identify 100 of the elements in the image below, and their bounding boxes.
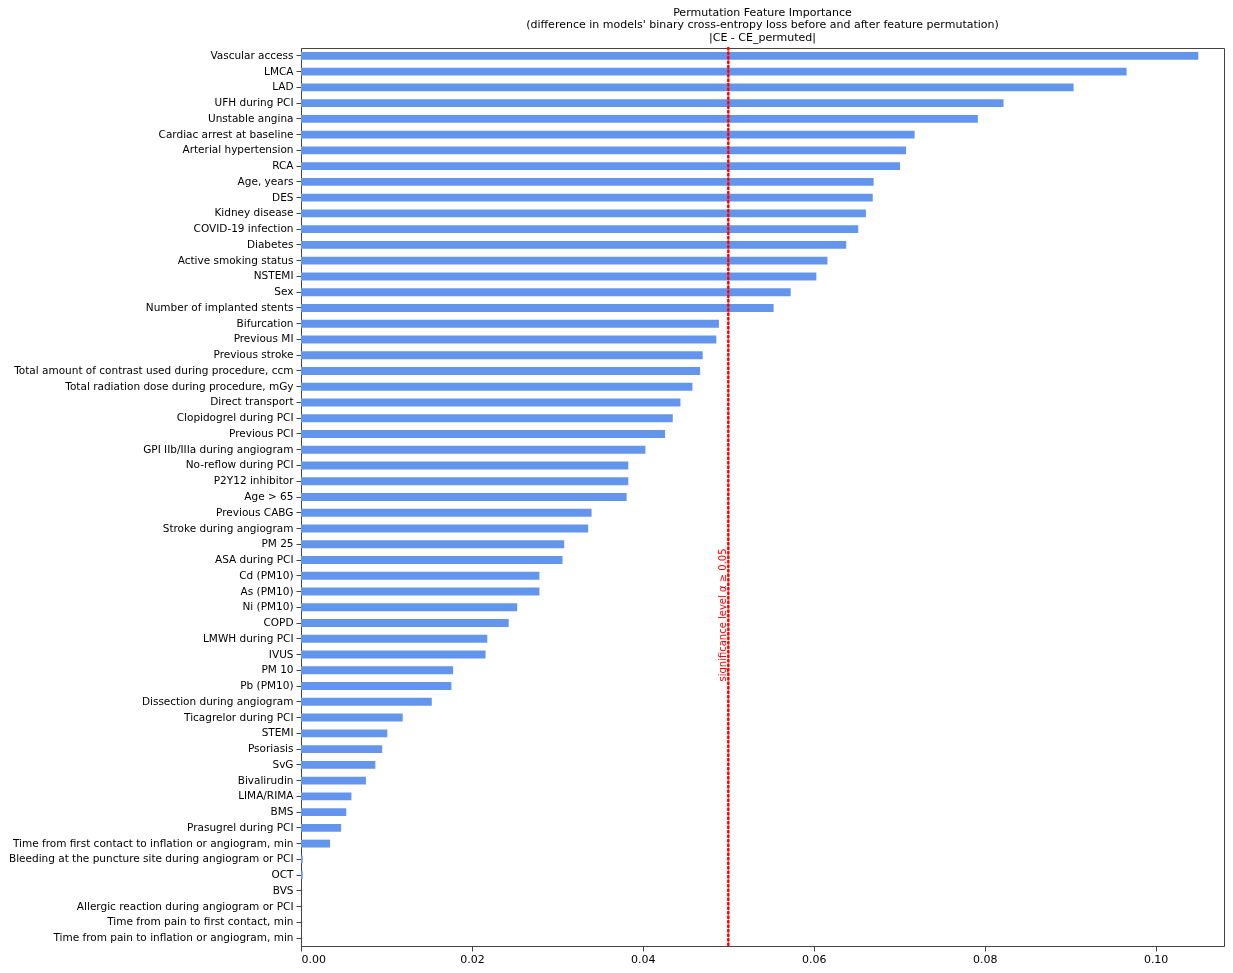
y-tick-label: LAD — [272, 80, 294, 93]
bar — [301, 162, 901, 171]
y-tick-label: Prasugrel during PCI — [187, 820, 294, 833]
bar — [301, 713, 403, 722]
y-tick-label: Cardiac arrest at baseline — [158, 127, 294, 140]
bar — [301, 839, 331, 848]
y-tick-label: Stroke during angiogram — [162, 521, 294, 534]
bar — [301, 477, 629, 486]
y-tick-label: Dissection during angiogram — [141, 694, 294, 707]
y-tick-label: No-reflow during PCI — [185, 458, 294, 471]
y-tick-label: GPI IIb/IIIa during angiogram — [143, 442, 294, 455]
y-tick-label: NSTEMI — [253, 269, 294, 282]
y-tick-label: ASA during PCI — [214, 553, 294, 566]
y-tick-label: Unstable angina — [207, 111, 294, 124]
y-tick-label: COPD — [263, 616, 294, 629]
y-tick-label: BMS — [270, 805, 294, 818]
bar — [301, 571, 540, 580]
y-tick-label: Cd (PM10) — [239, 568, 294, 581]
bar — [301, 760, 376, 769]
y-tick-label: BVS — [272, 883, 294, 896]
bar — [301, 745, 383, 754]
y-tick-label: Previous CABG — [216, 505, 294, 518]
y-tick-label: Previous MI — [233, 332, 294, 345]
y-tick-label: LIMA/RIMA — [238, 789, 295, 802]
bar — [301, 209, 866, 218]
y-tick-label: Diabetes — [246, 237, 294, 250]
bar — [301, 729, 388, 738]
bar — [301, 556, 563, 564]
y-tick-label: LMWH during PCI — [203, 631, 294, 644]
y-tick-label: As (PM10) — [240, 584, 294, 597]
y-tick-label: Time from pain to inflation or angiogram, min — [52, 931, 294, 944]
bar — [301, 682, 452, 690]
y-tick-label: UFH during PCI — [214, 96, 294, 109]
bar — [301, 193, 873, 202]
bar — [301, 792, 352, 801]
y-tick-label: Total radiation dose during procedure, mGy — [64, 379, 294, 392]
y-tick-label: LMCA — [264, 64, 295, 77]
bar — [301, 146, 907, 155]
y-tick-label: Psoriasis — [247, 742, 294, 755]
y-tick-label: Previous stroke — [213, 348, 294, 361]
bar — [301, 666, 454, 675]
bar — [301, 177, 874, 186]
text: |CE - CE_permuted| — [709, 30, 816, 44]
x-tick-label: 0.00 — [301, 952, 326, 966]
bar — [301, 114, 978, 123]
y-tick-label: PM 10 — [261, 663, 294, 676]
x-tick-label: 0.10 — [1143, 952, 1169, 966]
bar — [301, 430, 666, 438]
y-tick-label: Total amount of contrast used during procedure, ccm — [13, 363, 294, 376]
y-tick-label: Time from pain to first contact, min — [106, 915, 294, 928]
y-tick-label: Pb (PM10) — [240, 679, 294, 692]
bar — [301, 83, 1074, 92]
y-tick-label: STEMI — [261, 726, 294, 739]
bar — [301, 540, 565, 549]
bar — [301, 256, 828, 265]
bar — [301, 304, 774, 312]
y-tick-label: Clopidogrel during PCI — [176, 411, 294, 424]
y-tick-label: DES — [272, 190, 294, 203]
y-tick-label: IVUS — [268, 647, 294, 660]
bar — [301, 382, 693, 391]
bar — [301, 445, 646, 454]
y-tick-label: RCA — [272, 159, 295, 172]
x-tick-label: 0.04 — [631, 952, 656, 966]
y-tick-label: OCT — [271, 868, 295, 881]
y-tick-label: Active smoking status — [177, 253, 294, 266]
bar — [301, 351, 703, 360]
x-tick-label: 0.08 — [972, 952, 998, 966]
x-tick-label: 0.02 — [460, 952, 485, 966]
bar — [301, 603, 518, 612]
y-tick-label: Bleeding at the puncture site during angiogram or PCI — [8, 852, 294, 865]
bar — [301, 414, 673, 423]
y-tick-label: P2Y12 inhibitor — [213, 474, 295, 487]
bar — [301, 697, 432, 706]
y-tick-label: Ni (PM10) — [242, 600, 294, 613]
y-tick-label: COVID-19 infection — [193, 222, 294, 235]
bar — [301, 776, 366, 785]
y-tick-label: Arterial hypertension — [182, 143, 294, 156]
bar — [301, 319, 719, 328]
y-tick-label: Bivalirudin — [237, 773, 294, 786]
y-tick-label: PM 25 — [261, 537, 294, 550]
bar — [301, 619, 509, 627]
x-tick-label: 0.06 — [802, 952, 827, 966]
bar — [301, 130, 915, 139]
chart-title: Permutation Feature Importance — [673, 5, 853, 19]
bar — [301, 508, 592, 517]
y-tick-label: Bifurcation — [236, 316, 294, 329]
bar — [301, 240, 847, 249]
y-tick-label: Age > 65 — [244, 490, 294, 502]
y-tick-label: Vascular access — [210, 48, 294, 61]
y-tick-label: Ticagrelor during PCI — [183, 710, 294, 723]
y-tick-label: Sex — [274, 285, 294, 298]
y-tick-label: Number of implanted stents — [145, 300, 294, 313]
bar — [301, 367, 701, 375]
y-tick-label: Time from first contact to inflation or angiogram, min — [11, 836, 294, 849]
ref-line-label: significance level α ≥ 0.05 — [717, 548, 729, 682]
bar — [301, 67, 1127, 76]
y-tick-label: SvG — [272, 757, 294, 770]
y-tick-label: Direct transport — [210, 395, 294, 408]
y-tick-label: Allergic reaction during angiogram or PCI — [76, 899, 294, 912]
bar — [301, 99, 1004, 108]
